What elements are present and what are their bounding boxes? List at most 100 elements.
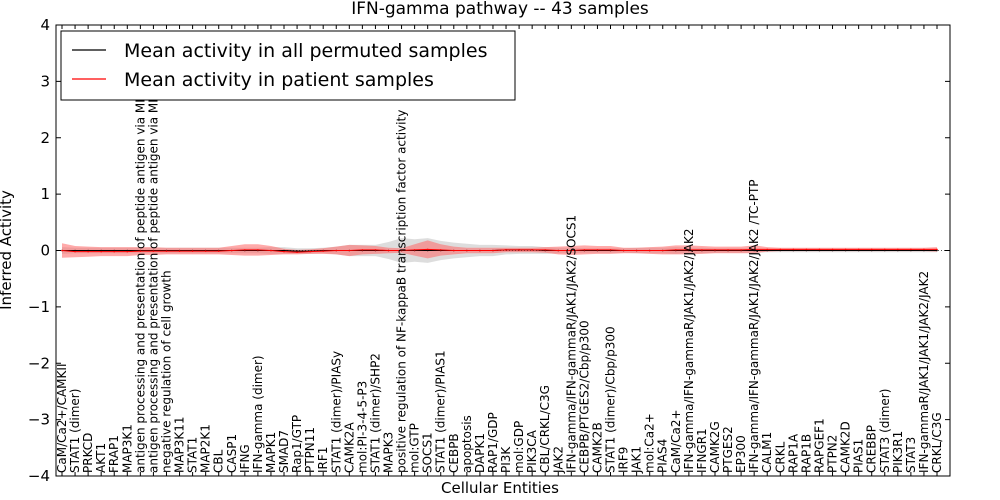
x-tick-label: CRKL [773, 441, 787, 473]
data-point [805, 248, 808, 251]
data-point [857, 249, 860, 252]
x-tick-label: MAP2K1 [199, 424, 213, 473]
data-point [936, 249, 938, 252]
x-tick-label: STAT3 [904, 437, 918, 473]
data-point [283, 249, 285, 252]
data-point [688, 249, 690, 251]
data-point [897, 249, 899, 252]
x-tick-label: antigen processing and presentation of p… [133, 52, 147, 473]
x-tick-label: CBL [212, 449, 226, 473]
y-tick-label: 4 [40, 16, 50, 34]
data-point [452, 249, 455, 252]
y-tick-label: 1 [40, 185, 50, 203]
data-point [531, 249, 533, 251]
x-tick-label: CASP1 [225, 434, 239, 473]
x-tick-label: RAP1/GDP [486, 412, 500, 473]
data-point [296, 250, 298, 252]
data-point [165, 250, 168, 252]
x-tick-label: CAMK2A [342, 422, 356, 473]
data-point [217, 250, 220, 252]
x-tick-label: IFN-gammaR/JAK1/JAK1/JAK2/JAK2 [917, 271, 931, 473]
data-point [387, 249, 390, 252]
data-point [753, 249, 755, 252]
x-tick-label: MAP3K11 [173, 416, 187, 473]
data-point [283, 250, 285, 253]
x-tick-label: mol:GDP [512, 421, 526, 473]
y-tick-label: −2 [28, 354, 50, 372]
data-point [257, 249, 259, 251]
x-tick-label: PIK3CA [525, 429, 539, 473]
data-point [191, 250, 194, 252]
data-point [244, 249, 246, 251]
data-point [675, 249, 677, 251]
data-point [570, 249, 573, 252]
x-tick-label: STAT1 (dimer)/Cbp/p300 [604, 326, 618, 473]
chart-title: IFN-gamma pathway -- 43 samples [351, 0, 649, 19]
plot-area [55, 24, 951, 477]
data-point [466, 249, 468, 252]
data-point [792, 249, 795, 252]
data-point [779, 249, 782, 252]
data-point [923, 248, 925, 251]
x-tick-label: DAPK1 [473, 433, 487, 473]
y-tick-label: 0 [40, 242, 50, 260]
data-point [100, 249, 102, 252]
data-point [792, 248, 795, 251]
data-point [505, 249, 507, 251]
legend-label-permuted: Mean activity in all permuted samples [124, 40, 487, 62]
data-point [910, 248, 912, 251]
data-point [936, 248, 938, 251]
data-point [100, 250, 102, 253]
x-tick-label: EP300 [734, 435, 748, 473]
x-tick-label: JAK2 [551, 446, 565, 474]
x-tick-label: CAMK2D [839, 421, 853, 473]
x-tick-label: CBL/CRKL/C3G [538, 385, 552, 473]
x-tick-label: positive regulation of NF-kappaB transcr… [395, 110, 409, 473]
x-tick-label: IFNGR1 [695, 428, 709, 473]
data-point [296, 251, 298, 253]
legend-label-patient: Mean activity in patient samples [124, 69, 434, 91]
data-point [753, 248, 755, 251]
data-point [818, 248, 821, 251]
x-tick-label: SMAD7 [277, 430, 291, 473]
x-tick-label: JAK1 [630, 446, 644, 474]
x-tick-label: apoptosis [460, 415, 474, 473]
x-tick-label: IFN-gamma (dimer) [251, 355, 265, 473]
x-tick-label: PTPN11 [303, 427, 317, 473]
x-tick-label: MAPK3 [382, 432, 396, 473]
x-tick-label: STAT1 [186, 437, 200, 473]
x-tick-label: IFN-gamma/IFN-gammaR/JAK1/JAK2/JAK2 [682, 228, 696, 473]
data-point [492, 249, 494, 252]
data-point [883, 248, 886, 251]
data-point [870, 249, 873, 252]
data-point [426, 249, 429, 252]
data-point [335, 249, 338, 252]
data-point [740, 249, 742, 251]
x-tick-label: IFNG [238, 444, 252, 473]
data-point [910, 249, 912, 252]
x-tick-label: RAP1A [786, 433, 800, 473]
data-point [126, 250, 129, 253]
x-tick-label: CaM/Ca2+/CAMKII [55, 364, 69, 473]
data-point [374, 249, 377, 251]
data-point [661, 249, 664, 252]
x-tick-label: IFN-gamma/IFN-gammaR/JAK1/JAK2/JAK2 /TC-… [747, 179, 761, 473]
x-tick-label: MAP3K1 [120, 424, 134, 473]
data-point [831, 248, 834, 251]
data-point [844, 249, 847, 252]
data-point [766, 249, 769, 252]
x-tick-label: PIAS4 [656, 439, 670, 473]
data-point [413, 249, 416, 251]
data-point [87, 249, 89, 252]
data-point [113, 249, 116, 252]
data-point [322, 250, 324, 252]
y-axis-label: Inferred Activity [0, 190, 15, 310]
x-tick-label: CAMK2B [590, 422, 604, 473]
x-axis-label: Cellular Entities [441, 479, 559, 497]
data-point [152, 250, 155, 252]
data-point [126, 249, 129, 252]
band-patient [62, 240, 937, 259]
legend-box [60, 30, 516, 101]
x-tick-label: PIK3R1 [891, 431, 905, 473]
x-tick-label: PIAS1 [852, 439, 866, 473]
